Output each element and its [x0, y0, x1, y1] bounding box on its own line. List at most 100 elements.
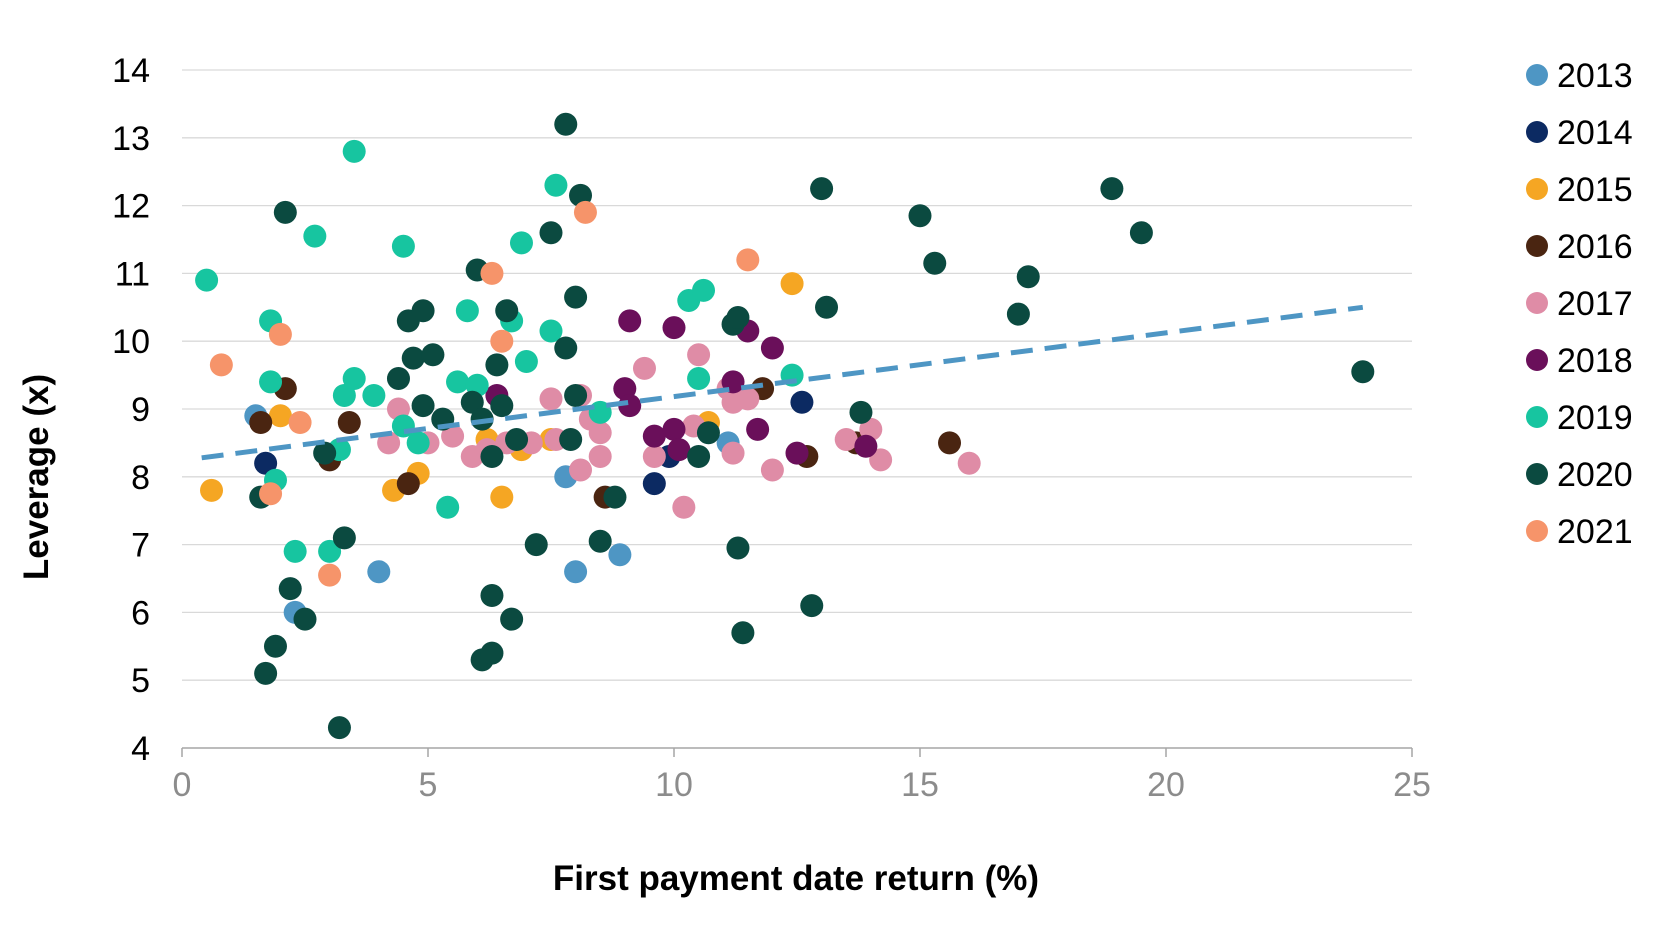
y-tick-label-14: 14 [112, 52, 150, 90]
point-2020-21 [480, 583, 504, 607]
point-2019-26 [687, 366, 711, 390]
legend-marker-2017 [1526, 292, 1548, 314]
point-2020-14 [421, 343, 445, 367]
point-2020-36 [588, 529, 612, 553]
legend-label-2016: 2016 [1557, 228, 1633, 266]
point-2019-21 [514, 350, 538, 374]
point-2020-50 [1006, 302, 1030, 326]
legend-label-2019: 2019 [1557, 399, 1633, 437]
point-2020-51 [1016, 265, 1040, 289]
point-2019-23 [544, 173, 568, 197]
point-2019-15 [436, 495, 460, 519]
point-2020-5 [293, 607, 317, 631]
point-2017-8 [539, 387, 563, 411]
point-2019-0 [195, 268, 219, 292]
point-2020-2 [263, 634, 287, 658]
point-2021-7 [573, 200, 597, 224]
point-2021-3 [288, 411, 312, 435]
point-2016-4 [396, 472, 420, 496]
point-2021-5 [480, 261, 504, 285]
point-2020-38 [687, 444, 711, 468]
point-2020-28 [524, 533, 548, 557]
point-2020-8 [332, 526, 356, 550]
legend-marker-2020 [1526, 463, 1548, 485]
x-tick-label-25: 25 [1393, 766, 1431, 804]
point-2017-22 [721, 441, 745, 465]
point-2020-30 [554, 336, 578, 360]
point-2020-27 [505, 428, 529, 452]
x-axis-title: First payment date return (%) [553, 859, 1039, 898]
legend-marker-2015 [1526, 178, 1548, 200]
point-2020-9 [386, 366, 410, 390]
point-2019-22 [539, 319, 563, 343]
point-2020-11 [401, 346, 425, 370]
point-2013-2 [367, 560, 391, 584]
point-2017-11 [569, 458, 593, 482]
y-tick-label-13: 13 [112, 120, 150, 158]
point-2019-10 [342, 139, 366, 163]
point-2017-16 [642, 444, 666, 468]
x-tick-label-5: 5 [419, 766, 438, 804]
point-2017-14 [588, 444, 612, 468]
point-2020-45 [810, 177, 834, 201]
point-2018-4 [642, 424, 666, 448]
x-tick-label-10: 10 [655, 766, 693, 804]
y-tick-label-6: 6 [131, 594, 150, 632]
point-2013-4 [564, 560, 588, 584]
legend-marker-2019 [1526, 406, 1548, 428]
x-tick-label-15: 15 [901, 766, 939, 804]
point-2020-48 [908, 204, 932, 228]
point-2020-53 [1129, 221, 1153, 245]
legend-marker-2013 [1526, 64, 1548, 86]
point-2019-2 [259, 370, 283, 394]
point-2015-0 [200, 478, 224, 502]
point-2017-0 [377, 431, 401, 455]
point-2018-12 [785, 441, 809, 465]
point-2018-10 [746, 417, 770, 441]
point-2019-24 [588, 400, 612, 424]
legend-marker-2014 [1526, 121, 1548, 143]
point-2018-3 [618, 309, 642, 333]
point-2020-6 [313, 441, 337, 465]
legend-label-2015: 2015 [1557, 171, 1633, 209]
point-2021-0 [209, 353, 233, 377]
point-2020-49 [923, 251, 947, 275]
point-2020-37 [603, 485, 627, 509]
point-2020-1 [254, 661, 278, 685]
y-axis-ticks: 4 5 6 7 8 9 10 11 12 13 14 [112, 52, 150, 768]
legend-label-2013: 2013 [1557, 57, 1633, 95]
y-tick-label-7: 7 [131, 527, 150, 565]
point-2020-20 [480, 641, 504, 665]
point-2020-39 [696, 421, 720, 445]
y-tick-label-5: 5 [131, 662, 150, 700]
point-2020-52 [1100, 177, 1124, 201]
legend-label-2017: 2017 [1557, 285, 1633, 323]
point-2019-14 [406, 431, 430, 455]
point-2019-4 [283, 539, 307, 563]
y-axis-title: Leverage (x) [17, 374, 56, 580]
point-2014-0 [254, 451, 278, 475]
point-2020-32 [559, 428, 583, 452]
point-2018-6 [662, 316, 686, 340]
point-2020-41 [726, 305, 750, 329]
point-2020-44 [800, 594, 824, 618]
y-tick-label-10: 10 [112, 323, 150, 361]
point-2020-13 [411, 299, 435, 323]
point-2020-16 [460, 390, 484, 414]
legend-label-2018: 2018 [1557, 342, 1633, 380]
point-2019-12 [391, 234, 415, 258]
point-2020-29 [539, 221, 563, 245]
point-2019-17 [455, 299, 479, 323]
point-2020-4 [278, 577, 302, 601]
x-tick-label-20: 20 [1147, 766, 1185, 804]
point-2017-23 [736, 387, 760, 411]
point-2020-54 [1351, 360, 1375, 384]
point-2019-8 [332, 383, 356, 407]
point-2018-7 [667, 438, 691, 462]
data-points [195, 112, 1375, 740]
point-2014-3 [790, 390, 814, 414]
y-tick-label-4: 4 [131, 730, 150, 768]
point-2020-22 [480, 444, 504, 468]
legend-marker-2021 [1526, 520, 1548, 542]
